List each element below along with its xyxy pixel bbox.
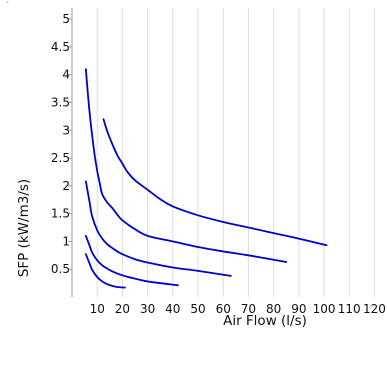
y-tick-label: 4.5: [51, 40, 70, 54]
x-tick-label: 20: [115, 302, 130, 316]
y-tick-label: 4: [62, 68, 70, 82]
series-line-1: [104, 119, 327, 245]
x-tick-label: 80: [266, 302, 281, 316]
x-tick-label: 60: [216, 302, 231, 316]
x-tick-label: 110: [338, 302, 361, 316]
y-tick-label: 1: [62, 234, 70, 248]
series-line-2: [86, 69, 286, 262]
y-tick-label: 0.5: [51, 262, 70, 276]
y-tick-label: 3: [62, 123, 70, 137]
x-tick-label: 50: [190, 302, 205, 316]
x-tick-label: 90: [291, 302, 306, 316]
y-axis-title: SFP (kW/m3/s): [16, 179, 32, 277]
y-tick-label: 3.5: [51, 95, 70, 109]
y-tick-label: 5: [62, 12, 70, 26]
series-line-3: [86, 181, 231, 275]
x-tick-label: 70: [241, 302, 256, 316]
x-tick-label: 10: [90, 302, 105, 316]
x-tick-label: 120: [363, 302, 386, 316]
y-tick-label: 2.5: [51, 151, 70, 165]
series-line-4: [86, 236, 178, 285]
x-tick-label: 40: [165, 302, 180, 316]
series-line-5: [86, 254, 125, 287]
x-tick-label: 100: [313, 302, 336, 316]
y-tick-label: 1.5: [51, 207, 70, 221]
label-layer: Air Flow (l/s) SFP (kW/m3/s) 0.511.522.5…: [16, 12, 386, 329]
y-tick-label: 2: [62, 179, 70, 193]
x-tick-label: 30: [140, 302, 155, 316]
